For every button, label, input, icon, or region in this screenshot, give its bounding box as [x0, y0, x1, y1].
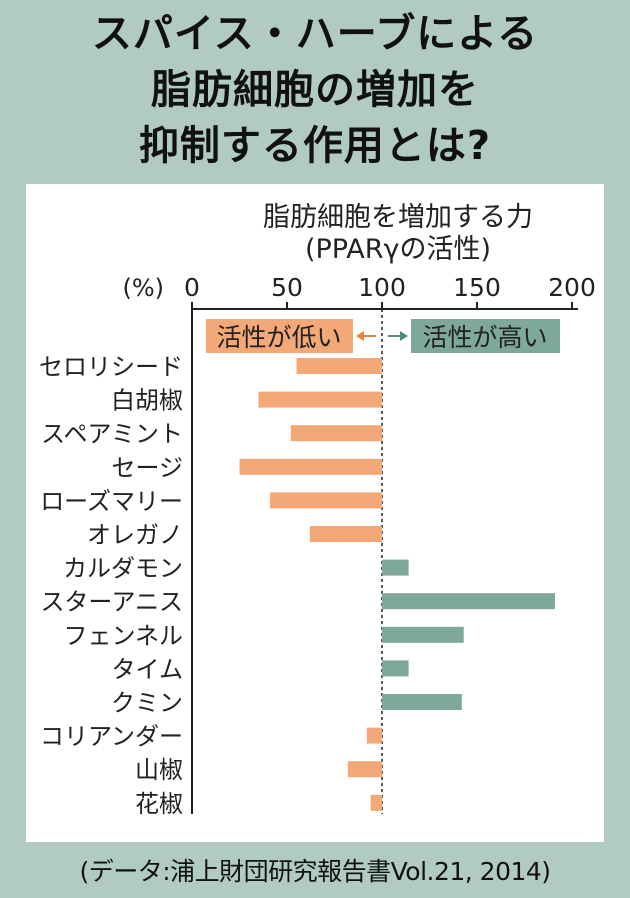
tick-label: 100	[358, 273, 406, 302]
category-label: セロリシード	[39, 353, 183, 381]
bar	[382, 559, 409, 576]
legend-low-box	[206, 319, 353, 353]
bar	[258, 391, 382, 408]
legend-high-box	[411, 319, 560, 353]
bar	[309, 526, 382, 542]
bar-group	[239, 358, 555, 811]
bar	[370, 794, 382, 811]
category-label: カルダモン	[63, 555, 183, 583]
bar	[382, 660, 409, 677]
arrow-left-icon	[356, 331, 376, 341]
category-label: コリアンダー	[40, 723, 183, 751]
tick-label: 50	[271, 273, 303, 302]
x-axis-ticks: 0 50 100 150 200	[184, 273, 596, 309]
category-label: ローズマリー	[40, 487, 183, 515]
tick-label: 0	[184, 273, 200, 302]
bar	[269, 492, 382, 509]
category-label: フェンネル	[63, 622, 183, 650]
category-label: オレガノ	[87, 521, 183, 549]
tick-label: 200	[548, 273, 596, 302]
title-line-2: 脂肪細胞の増加を	[151, 67, 479, 113]
category-label: 花椒	[135, 790, 183, 818]
source-note: (データ:浦上財団研究報告書Vol.21, 2014)	[79, 857, 551, 886]
category-label: 山椒	[135, 756, 183, 784]
bar	[366, 727, 382, 744]
category-label: クミン	[111, 689, 183, 717]
bar	[382, 694, 462, 710]
category-label: スターアニス	[40, 588, 183, 616]
bar	[382, 593, 555, 610]
chart-heading: 脂肪細胞を増加する力	[263, 202, 533, 233]
category-label: セージ	[111, 454, 183, 482]
bar	[382, 626, 464, 643]
arrow-right-icon	[388, 331, 408, 341]
category-label: 白胡椒	[111, 387, 183, 415]
bar	[347, 761, 382, 778]
tick-label: 150	[453, 273, 501, 302]
category-label: タイム	[111, 655, 183, 683]
title-line-1: スパイス・ハーブによる	[91, 11, 539, 57]
bar	[290, 425, 382, 442]
unit-label: (%)	[122, 274, 164, 302]
legend-high-label: 活性が高い	[422, 323, 547, 352]
category-label: スペアミント	[41, 420, 183, 448]
bar	[239, 458, 382, 475]
chart-title-block: スパイス・ハーブによる 脂肪細胞の増加を 抑制する作用とは?	[0, 6, 630, 174]
title-line-3: 抑制する作用とは?	[138, 123, 492, 169]
chart-panel	[26, 184, 604, 842]
bar	[296, 358, 382, 374]
legend-low-label: 活性が低い	[216, 323, 341, 352]
bar-chart: 脂肪細胞を増加する力 (PPARγの活性) (%) 0 50 100 150 200 活…	[39, 202, 596, 818]
category-labels: セロリシード白胡椒スペアミントセージローズマリーオレガノカルダモンスターアニスフ…	[39, 353, 183, 818]
chart-subheading: (PPARγの活性)	[305, 234, 491, 265]
